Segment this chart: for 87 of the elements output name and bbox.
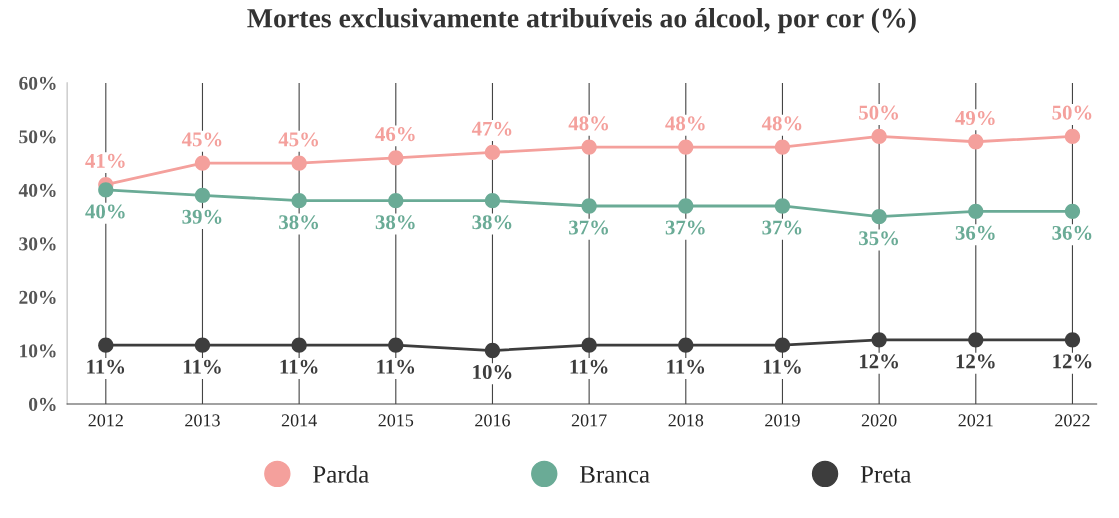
point [581,337,597,353]
data-label: 11% [183,359,221,374]
chart-title: Mortes exclusivamente atribuíveis ao álcool, por cor (%) [247,8,916,34]
data-label: 48% [665,116,705,131]
point [98,182,114,198]
point [291,193,307,209]
data-label: 35% [859,231,898,246]
x-tick-label: 2022 [1055,414,1090,427]
y-tick-label: 30% [19,237,56,251]
y-tick-label: 50% [19,130,56,144]
point [388,150,404,166]
point [968,332,984,348]
data-label: 46% [375,127,415,142]
data-label: 48% [568,116,609,131]
data-label: 48% [761,116,802,131]
data-label: 45% [278,132,319,147]
data-label: 11% [667,359,705,374]
data-label: 38% [279,215,319,230]
point [484,342,501,359]
data-label: 37% [665,220,705,235]
x-tick-label: 2020 [861,414,897,427]
data-label: 36% [955,225,995,240]
data-label: 12% [1053,354,1092,369]
point [968,134,984,150]
point [774,139,791,155]
data-label: 40% [85,204,125,219]
x-tick-label: 2014 [281,414,317,427]
data-label: 12% [956,354,995,369]
point [291,337,307,353]
x-tick-label: 2019 [765,414,800,427]
point [968,203,984,219]
data-label: 37% [569,220,609,235]
data-label: 10% [473,365,512,380]
data-label: 38% [375,215,415,230]
x-tick-label: 2015 [378,414,414,427]
point [774,198,791,214]
data-label: 11% [763,359,801,374]
x-tick-label: 2012 [88,414,123,427]
y-tick-label: 40% [18,183,56,197]
point [194,187,211,203]
legend-label: Preta [860,466,912,483]
point [678,337,694,353]
data-label: 50% [859,105,898,120]
data-label: 45% [181,132,222,147]
point [194,337,211,353]
data-label: 37% [762,220,802,235]
point [581,198,597,214]
legend-label: Parda [313,465,369,483]
point [871,209,887,225]
y-tick-label: 60% [19,76,56,90]
point [678,139,694,155]
data-label: 36% [1052,225,1092,240]
data-label: 11% [570,359,608,374]
point [484,193,501,209]
point [388,193,404,209]
y-tick-label: 0% [28,397,56,412]
point [774,337,791,353]
data-label: 47% [471,121,512,136]
point [1064,128,1081,145]
data-label: 39% [182,209,222,224]
point [678,198,694,214]
y-tick-label: 10% [20,344,56,358]
point [581,139,597,155]
legend-label: Branca [579,466,650,483]
y-tick-label: 20% [19,290,56,304]
data-label: 38% [472,215,512,230]
point [98,337,114,353]
data-label: 49% [955,110,995,126]
point [291,155,307,171]
point [871,128,887,145]
x-tick-label: 2018 [668,414,704,427]
point [484,144,501,161]
x-tick-label: 2013 [185,414,220,427]
x-tick-label: 2017 [571,414,607,427]
point [1064,203,1081,219]
point [871,332,887,348]
data-label: 41% [85,153,125,168]
point [388,337,404,353]
data-label: 11% [280,359,318,374]
data-label: 50% [1052,105,1092,120]
point [1064,332,1081,348]
data-label: 12% [859,354,898,369]
x-tick-label: 2021 [958,414,993,427]
data-label: 11% [87,359,125,374]
x-tick-label: 2016 [475,414,510,427]
data-label: 11% [377,359,415,374]
point [194,155,211,171]
